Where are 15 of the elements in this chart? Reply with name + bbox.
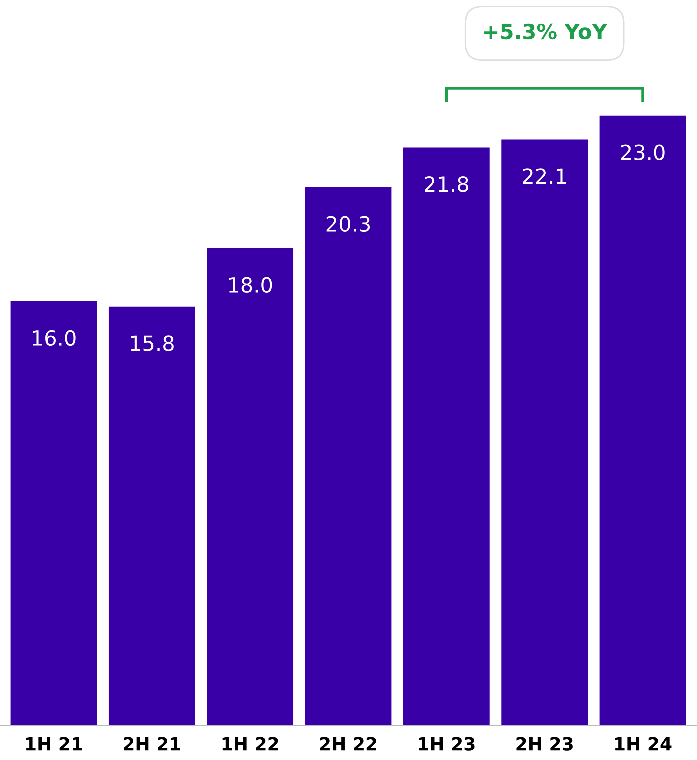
x-tick-label: 2H 23 [516,737,573,751]
data-label: 20.3 [326,216,370,232]
data-label: 18.0 [229,277,272,294]
data-label: 15.8 [131,336,174,352]
data-label: 23.0 [621,144,665,160]
data-label: 16.0 [33,330,76,346]
x-tick-label: 1H 21 [26,737,82,751]
x-tick-label: 1H 22 [222,737,278,751]
x-tick-label: 1H 23 [419,737,475,751]
text: +5.3% YoY [484,24,608,40]
data-label: 22.1 [523,168,566,184]
x-tick-label: 1H 24 [616,737,672,751]
x-tick-label: 2H 22 [320,737,376,751]
data-label: 21.8 [425,176,468,192]
x-tick-label: 2H 21 [124,737,180,751]
